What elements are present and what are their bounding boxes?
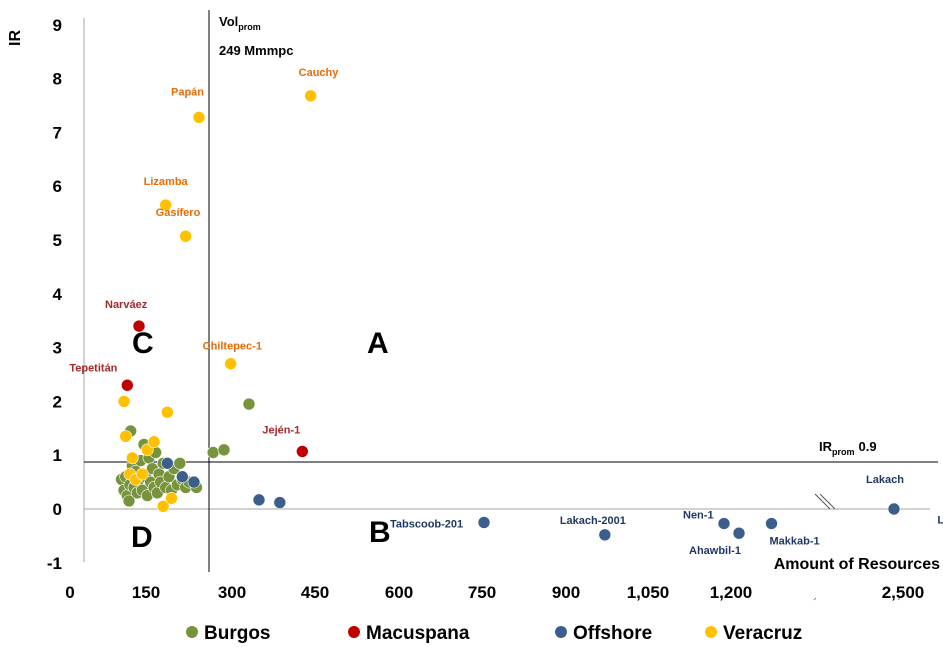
x-tick-label: 750 (468, 583, 496, 602)
x-tick-labels: 0 150 300 450 600 750 900 1,050 1,200 2,500 (65, 583, 924, 602)
x-tick-label: 450 (301, 583, 329, 602)
data-point-veracruz (126, 451, 139, 465)
point-label: Lakach-2001 (560, 515, 626, 527)
legend-label-macuspana: Macuspana (366, 623, 470, 644)
x-tick-label: 1,200 (710, 583, 753, 602)
point-label: Tepetitán (69, 362, 117, 374)
y-tick-label: 1 (53, 446, 62, 465)
y-tick-label: 9 (53, 16, 62, 35)
data-point-veracruz (161, 405, 174, 419)
point-label: Papán (171, 86, 204, 98)
point-label: Lakach (866, 474, 904, 486)
data-point-offshore (187, 475, 201, 489)
point-label: Tabscoob-201 (390, 518, 463, 530)
x-tick-label: 300 (218, 583, 246, 602)
data-point-offshore (887, 502, 901, 516)
x-tick-label: 0 (65, 583, 74, 602)
y-tick-labels: -1 0 1 2 3 4 5 6 7 8 9 (47, 16, 63, 573)
data-point-offshore (477, 516, 491, 529)
data-point-burgos (217, 443, 231, 457)
axes (83, 18, 930, 601)
y-tick-label: 7 (53, 123, 62, 142)
point-label: Lizamba (144, 176, 189, 188)
data-point-macuspana (296, 445, 309, 458)
legend-item-offshore: Offshore (555, 623, 652, 644)
legend-item-veracruz: Veracruz (705, 623, 802, 644)
x-tick-label: 1,050 (627, 583, 670, 602)
data-point-veracruz (147, 435, 161, 449)
x-tick-label: 900 (552, 583, 580, 602)
legend-label-offshore: Offshore (573, 623, 652, 644)
data-point-offshore (732, 526, 746, 540)
y-tick-label: 2 (53, 392, 62, 411)
data-point-veracruz (159, 198, 172, 212)
quadrant-a-label: A (367, 327, 389, 360)
vol-prom-value: 249 Mmmpc (219, 43, 293, 58)
data-point-veracruz (119, 430, 132, 443)
y-tick-label: -1 (47, 554, 62, 573)
point-labels: Tepetitán Narváez Jején-1 Tabscoob-201 Lakac… (69, 67, 943, 557)
point-label: Nen-1 (683, 510, 714, 522)
y-tick-label: 0 (53, 500, 62, 519)
point-label: Ahawbil-1 (689, 545, 741, 557)
point-label: Gasífero (156, 207, 201, 219)
data-point-burgos (242, 397, 256, 411)
axis-break-marker (813, 493, 901, 601)
data-point-veracruz (179, 229, 192, 243)
data-point-macuspana (121, 378, 134, 392)
y-axis-title: IR (7, 30, 24, 46)
data-point-veracruz (192, 111, 206, 124)
data-point-veracruz (165, 491, 178, 505)
data-point-veracruz (304, 89, 317, 103)
legend-item-burgos: Burgos (186, 623, 271, 644)
data-point-offshore (765, 517, 778, 530)
legend-label-burgos: Burgos (204, 623, 271, 644)
y-tick-label: 5 (53, 231, 62, 250)
x-axis-title: Amount of Resources (774, 556, 940, 573)
data-point-veracruz (224, 357, 237, 371)
data-point-burgos (206, 446, 220, 459)
quadrant-b-label: B (369, 516, 391, 549)
data-point-veracruz (117, 395, 131, 408)
x-tick-label: 2,500 (882, 583, 925, 602)
point-label: Jején-1 (262, 424, 300, 436)
quadrant-c-label: C (132, 327, 154, 360)
data-point-offshore (176, 470, 189, 484)
point-label: Makkab-1 (770, 536, 820, 548)
point-label: Chiltepec-1 (203, 341, 262, 353)
ir-prom-label: IRprom 0.9 (819, 439, 877, 457)
vol-prom-label: Volprom (219, 14, 261, 32)
data-points (115, 89, 901, 542)
y-tick-label: 6 (53, 177, 62, 196)
data-point-veracruz (156, 500, 170, 513)
legend-item-macuspana: Macuspana (348, 623, 470, 644)
data-point-offshore (598, 528, 612, 542)
legend-label-veracruz: Veracruz (723, 623, 802, 644)
quadrant-d-label: D (131, 521, 153, 554)
legend: Burgos Macuspana Offshore Veracruz (186, 623, 802, 644)
data-point-veracruz (136, 467, 149, 481)
data-point-offshore (273, 496, 287, 509)
data-point-burgos (173, 456, 187, 470)
data-point-offshore (252, 493, 266, 507)
y-tick-label: 4 (53, 285, 63, 304)
x-tick-label: 600 (385, 583, 413, 602)
y-tick-label: 3 (53, 339, 62, 358)
x-tick-label: 150 (132, 583, 160, 602)
y-tick-label: 8 (53, 70, 62, 89)
data-point-offshore (717, 517, 731, 530)
point-label: Narváez (105, 299, 148, 311)
point-label: Cauchy (299, 67, 340, 79)
reference-lines: Volprom 249 Mmmpc IRprom 0.9 (84, 10, 938, 572)
data-point-offshore (161, 456, 174, 470)
point-label: Lakach-1001 (937, 515, 943, 527)
data-point-burgos (122, 494, 136, 508)
data-point-macuspana (132, 319, 146, 333)
quadrant-labels: A B C D (131, 327, 391, 554)
